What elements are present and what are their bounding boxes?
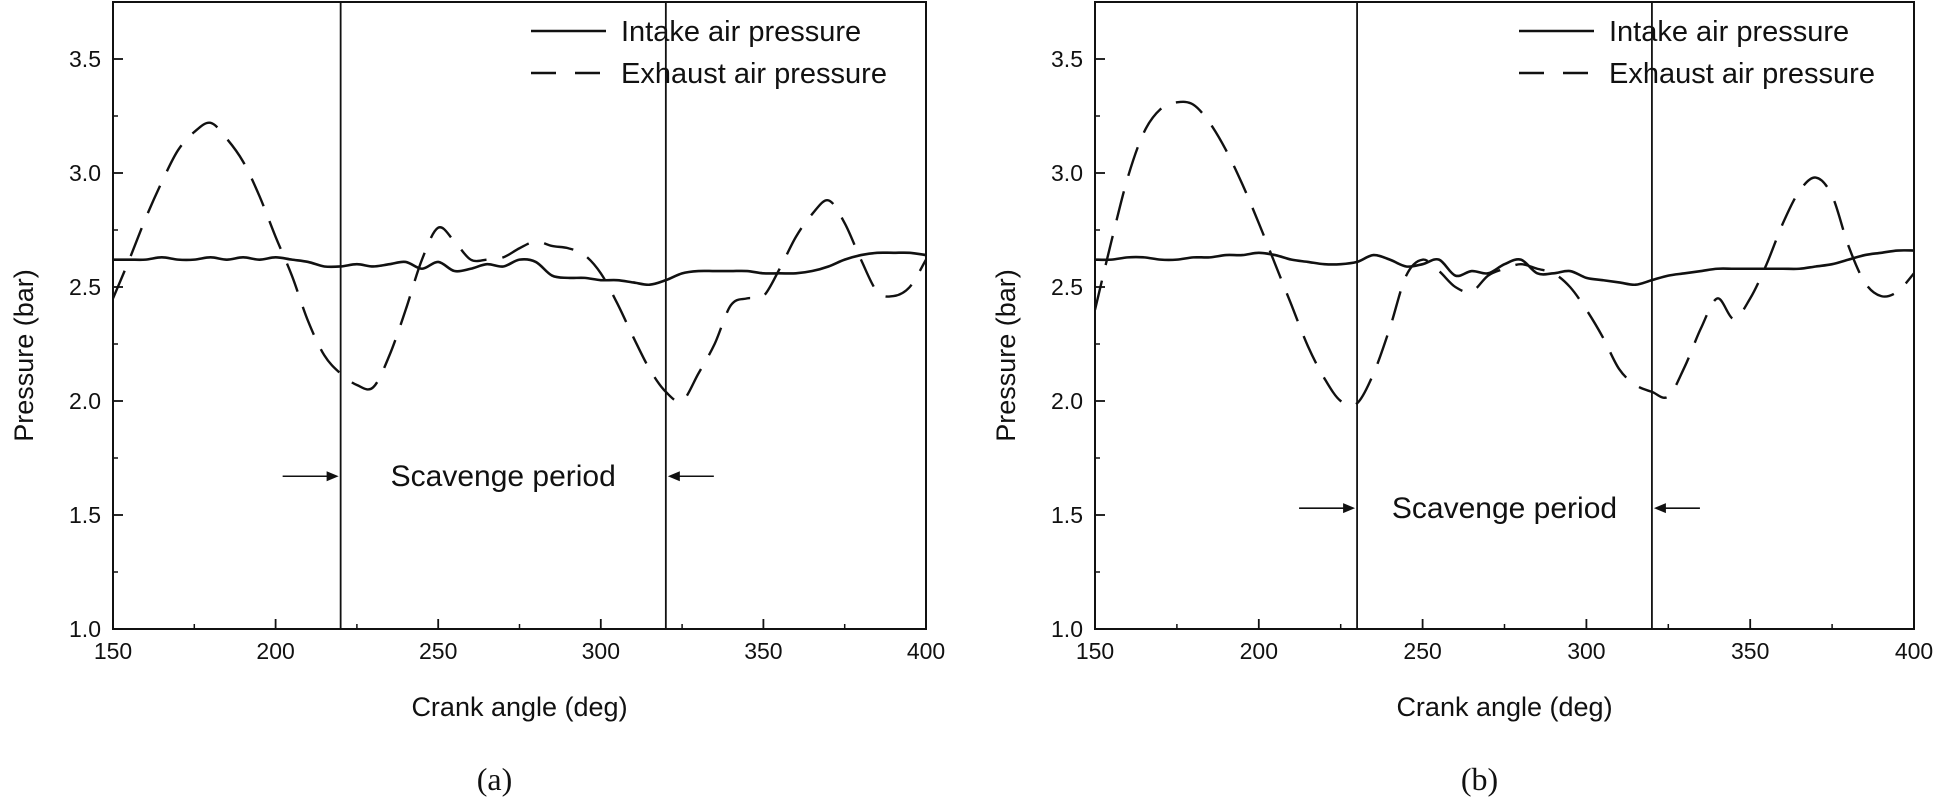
x-tick-label: 400 [1895,638,1933,664]
y-tick-label: 2.0 [69,388,101,414]
chart-panel-b: Scavenge period 150 200 250 300 350 400 1.0 1.5 2… [991,1,1933,797]
y-tick-label: 1.5 [69,502,101,528]
scavenge-start-arrow-head [326,471,339,482]
scavenge-start-arrow-head [1343,503,1356,514]
legend: Intake air pressure Exhaust air pressure [1519,16,1875,90]
y-tick-label: 2.5 [69,274,101,300]
x-tick-label: 200 [256,638,294,664]
y-tick-label: 3.5 [69,46,101,72]
legend-label-exhaust: Exhaust air pressure [621,58,887,90]
y-tick-label: 1.0 [69,616,101,642]
scavenge-period-label: Scavenge period [391,460,616,493]
y-tick-label: 3.0 [1051,160,1083,186]
panel-caption: (b) [1461,761,1498,797]
x-tick-label: 250 [419,638,457,664]
x-tick-label: 150 [1076,638,1114,664]
legend-label-intake: Intake air pressure [1609,16,1849,48]
exhaust-pressure-line [1095,100,1914,407]
legend: Intake air pressure Exhaust air pressure [531,16,887,90]
panel-caption: (a) [477,761,513,797]
plot-frame [1094,1,1915,630]
y-axis-label: Pressure (bar) [9,269,39,442]
y-tick-label: 2.5 [1051,274,1083,300]
x-axis-label: Crank angle (deg) [411,692,627,722]
intake-pressure-line [113,251,926,287]
x-axis-label: Crank angle (deg) [1396,692,1612,722]
y-tick-label: 1.0 [1051,616,1083,642]
legend-label-exhaust: Exhaust air pressure [1609,58,1875,90]
y-axis-label: Pressure (bar) [991,269,1021,442]
intake-pressure-line [1095,249,1914,287]
x-tick-label: 400 [907,638,945,664]
x-tick-label: 150 [94,638,132,664]
y-tick-label: 3.5 [1051,46,1083,72]
scavenge-period-label: Scavenge period [1392,492,1617,525]
x-tick-label: 300 [1567,638,1605,664]
y-tick-label: 1.5 [1051,502,1083,528]
scavenge-end-arrow-head [667,471,680,482]
exhaust-pressure-line [113,121,926,403]
chart-panel-a: Scavenge period 150 200 250 300 350 400 1.0 1.5 2… [9,1,945,797]
scavenge-end-arrow-head [1653,503,1666,514]
x-tick-label: 350 [744,638,782,664]
y-tick-label: 3.0 [69,160,101,186]
legend-label-intake: Intake air pressure [621,16,861,48]
x-tick-label: 250 [1403,638,1441,664]
x-tick-label: 300 [582,638,620,664]
y-tick-label: 2.0 [1051,388,1083,414]
x-tick-label: 350 [1731,638,1769,664]
x-tick-label: 200 [1240,638,1278,664]
plot-frame [112,1,927,630]
